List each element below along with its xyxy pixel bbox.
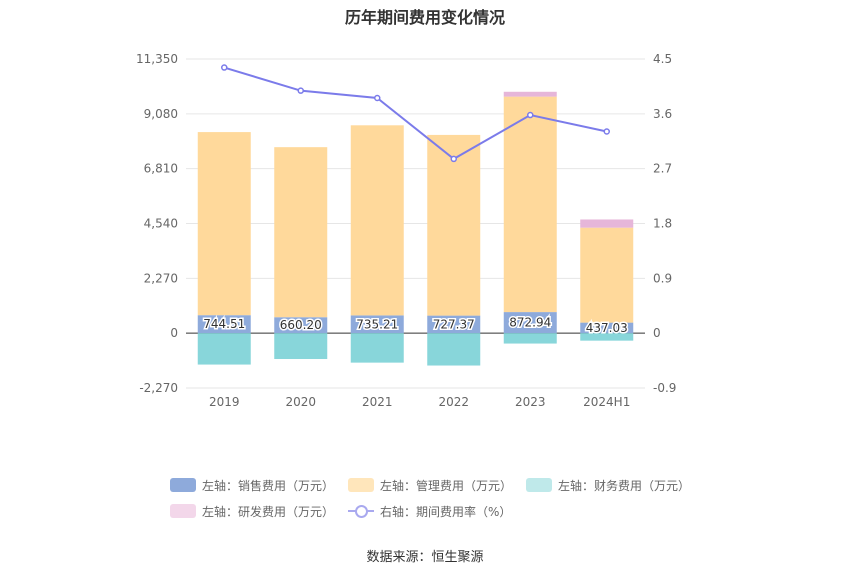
bar-admin	[503, 96, 557, 313]
legend-label-finance: 左轴：财务费用（万元）	[558, 478, 691, 493]
legend-swatch-rate	[348, 504, 375, 518]
left-tick-label: 2,270	[144, 271, 178, 285]
legend-label-sales: 左轴：销售费用（万元）	[202, 478, 335, 493]
x-tick-label: 2024H1	[583, 395, 630, 409]
bar-sales	[427, 315, 481, 334]
legend-label-rate: 右轴：期间费用率（%）	[380, 504, 512, 519]
legend-item-rate[interactable]: 右轴：期间费用率（%）	[348, 503, 511, 520]
bar-finance	[350, 333, 404, 363]
legend-item-finance[interactable]: 左轴：财务费用（万元）	[526, 477, 690, 494]
left-tick-label: -2,270	[139, 381, 178, 395]
bar-sales	[503, 312, 557, 334]
rate-point	[221, 64, 228, 71]
bar-sales	[350, 315, 404, 334]
right-tick-label: 0	[653, 326, 661, 340]
sales-data-label: 735.21	[356, 317, 398, 331]
x-tick-label: 2020	[285, 395, 316, 409]
right-tick-label: -0.9	[653, 381, 676, 395]
rate-point	[297, 87, 304, 94]
legend: 左轴：销售费用（万元） 左轴：管理费用（万元） 左轴：财务费用（万元） 左轴：研…	[170, 472, 730, 524]
bar-sales	[274, 317, 328, 334]
bar-rd	[580, 219, 634, 228]
bar-admin	[197, 132, 251, 316]
x-tick-label: 2019	[209, 395, 240, 409]
legend-swatch-rd	[170, 504, 196, 518]
rate-point	[527, 111, 534, 119]
legend-label-rd: 左轴：研发费用（万元）	[202, 504, 335, 519]
x-tick-label: 2021	[362, 395, 393, 409]
right-tick-label: 4.5	[653, 52, 672, 66]
rate-point	[374, 94, 381, 102]
legend-label-admin: 左轴：管理费用（万元）	[380, 478, 513, 493]
legend-swatch-admin	[348, 478, 375, 492]
legend-swatch-finance	[526, 478, 553, 492]
sales-data-label: 744.51	[203, 317, 245, 331]
right-tick-label: 1.8	[653, 217, 672, 231]
chart-title: 历年期间费用变化情况	[344, 8, 505, 27]
bar-finance	[197, 333, 251, 365]
right-tick-label: 2.7	[653, 162, 672, 176]
bar-sales	[580, 322, 634, 334]
bar-finance	[580, 333, 634, 341]
rate-point	[603, 128, 610, 135]
bar-admin	[427, 134, 481, 316]
bar-admin	[580, 227, 634, 323]
left-tick-label: 11,350	[136, 52, 178, 66]
bar-admin	[274, 147, 328, 318]
right-tick-label: 0.9	[653, 271, 672, 285]
sales-data-label: 727.37	[433, 317, 475, 331]
rate-point	[450, 155, 457, 163]
chart-plot: -2,270 0 2,270 4,540 6,810 9,080 11,350 -0.9 0 0.…	[136, 52, 676, 409]
rate-line	[223, 66, 607, 161]
left-tick-label: 9,080	[144, 107, 178, 121]
right-tick-label: 3.6	[653, 107, 672, 121]
bar-sales	[197, 315, 251, 334]
bar-finance	[427, 333, 481, 366]
x-tick-label: 2022	[438, 395, 469, 409]
left-tick-label: 4,540	[144, 217, 178, 231]
sales-data-label: 437.03	[586, 321, 628, 335]
sales-data-label: 872.94	[509, 316, 551, 330]
bar-finance	[274, 333, 328, 360]
bar-admin	[350, 125, 404, 316]
sales-data-label: 660.20	[280, 318, 322, 332]
bar-finance	[503, 333, 557, 344]
legend-item-sales[interactable]: 左轴：销售费用（万元）	[170, 477, 334, 494]
x-tick-label: 2023	[515, 395, 546, 409]
legend-swatch-sales	[170, 478, 196, 492]
left-tick-label: 6,810	[144, 162, 178, 176]
legend-item-rd[interactable]: 左轴：研发费用（万元）	[170, 503, 334, 520]
data-source: 数据来源：恒生聚源	[366, 550, 484, 565]
bar-rd	[503, 91, 557, 97]
left-tick-label: 0	[170, 326, 178, 340]
legend-item-admin[interactable]: 左轴：管理费用（万元）	[348, 477, 512, 494]
